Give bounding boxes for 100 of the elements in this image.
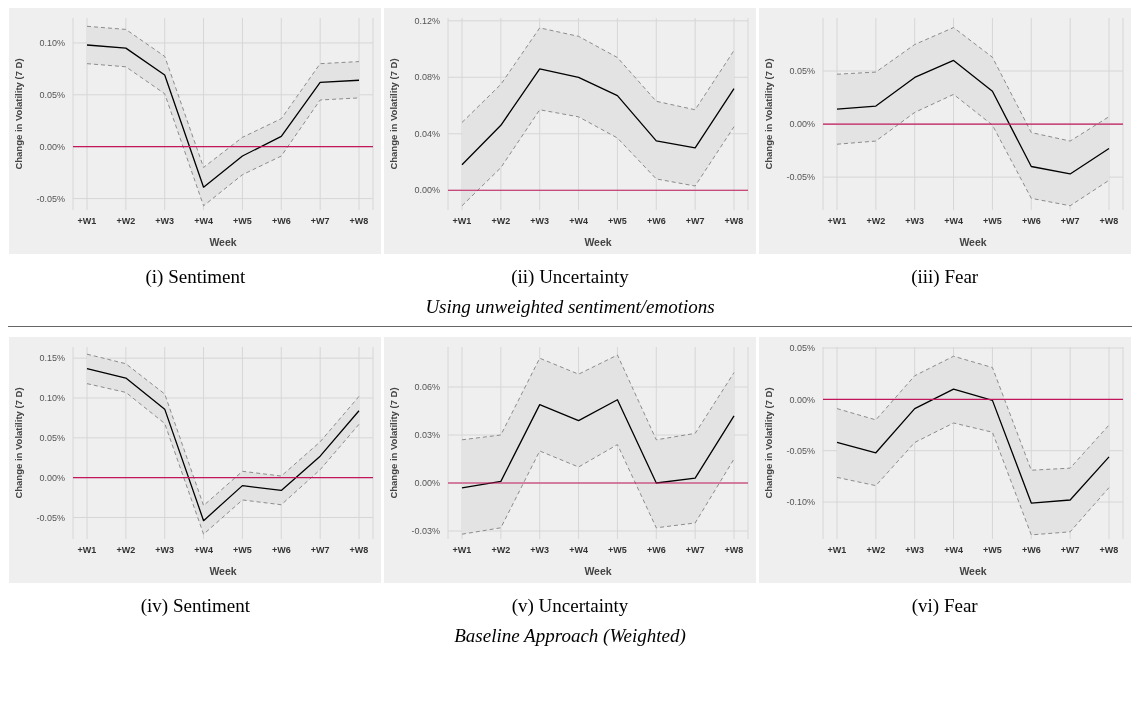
x-tick-label: +W1 (77, 545, 97, 556)
x-tick-label: +W6 (272, 216, 291, 227)
line-series (86, 63, 360, 207)
x-tick-label: +W4 (569, 216, 588, 227)
line-series (461, 68, 735, 166)
text: (v) Uncertainty (511, 595, 629, 617)
text: Baseline Approach (Weighted) (453, 625, 687, 647)
line-series (836, 355, 1110, 471)
y-tick-label: 0.05% (39, 90, 66, 100)
y-tick-label: 0.08% (414, 72, 440, 83)
y-tick-label: 0.00% (414, 478, 440, 489)
y-tick-label: 0.03% (414, 430, 440, 441)
x-tick-label: +W3 (155, 545, 175, 556)
x-tick-label: +W7 (685, 545, 705, 556)
x-axis-title: Week (959, 565, 987, 577)
y-tick-label: 0.00% (414, 185, 440, 196)
x-tick-label: +W5 (233, 545, 253, 556)
x-axis-title: Week (584, 565, 612, 577)
x-tick-label: +W5 (233, 216, 253, 227)
y-tick-label: 0.05% (39, 433, 66, 444)
line-series (461, 354, 735, 441)
x-tick-label: +W8 (724, 216, 744, 227)
line-series (461, 109, 735, 207)
x-tick-label: +W2 (866, 545, 885, 556)
y-tick-label: -0.05% (786, 445, 815, 456)
line-series (86, 383, 360, 535)
x-tick-label: +W2 (491, 545, 511, 556)
x-tick-label: +W2 (491, 216, 511, 227)
y-tick-label: -0.03% (411, 526, 440, 537)
x-tick-label: +W8 (349, 216, 369, 227)
y-tick-label: 0.05% (789, 66, 815, 77)
x-tick-label: +W4 (943, 545, 963, 556)
y-tick-label: 0.10% (39, 38, 66, 49)
x-axis-title: Week (584, 236, 612, 248)
line-series (86, 353, 360, 507)
x-tick-label: +W4 (943, 216, 963, 227)
x-tick-label: +W7 (311, 216, 330, 227)
x-tick-label: +W4 (569, 545, 588, 556)
x-tick-label: +W4 (194, 216, 214, 227)
y-tick-label: -0.05% (786, 172, 815, 183)
x-tick-label: +W8 (724, 545, 744, 556)
x-tick-label: +W6 (646, 216, 666, 227)
x-tick-label: +W8 (349, 545, 369, 556)
line-series (461, 444, 735, 535)
x-tick-label: +W5 (608, 545, 627, 556)
line-series (836, 388, 1110, 504)
x-tick-label: +W5 (982, 216, 1002, 227)
text: Using unweighted sentiment/emotions (424, 296, 716, 318)
x-tick-label: +W3 (530, 216, 550, 227)
x-axis-title: Week (959, 236, 987, 248)
x-tick-label: +W3 (905, 216, 924, 227)
x-tick-label: +W6 (646, 545, 666, 556)
line-series (836, 93, 1110, 207)
x-tick-label: +W6 (1021, 545, 1041, 556)
y-tick-label: 0.10% (39, 393, 66, 404)
y-tick-label: -0.10% (786, 497, 815, 508)
line-series (836, 59, 1110, 175)
y-axis-title: Change in Volatility (7 D) (13, 58, 25, 170)
y-tick-label: 0.04% (414, 128, 440, 139)
x-tick-label: +W6 (272, 545, 291, 556)
y-tick-label: 0.00% (39, 141, 66, 152)
y-tick-label: 0.05% (789, 343, 815, 354)
x-tick-label: +W2 (116, 216, 136, 227)
x-tick-label: +W1 (77, 216, 97, 227)
y-axis-title: Change in Volatility (7 D) (763, 387, 775, 499)
x-axis-title: Week (209, 236, 238, 248)
line-series (836, 422, 1110, 536)
y-tick-label: -0.05% (36, 193, 66, 204)
x-tick-label: +W4 (194, 545, 214, 556)
x-tick-label: +W3 (905, 545, 924, 556)
text: (i) Sentiment (145, 266, 246, 288)
x-tick-label: +W3 (155, 216, 175, 227)
y-tick-label: 0.00% (789, 394, 815, 405)
x-tick-label: +W2 (116, 545, 136, 556)
x-tick-label: +W3 (530, 545, 550, 556)
x-tick-label: +W8 (1099, 216, 1119, 227)
y-axis-title: Change in Volatility (7 D) (13, 387, 25, 499)
y-tick-label: 0.00% (39, 472, 66, 483)
x-tick-label: +W7 (685, 216, 705, 227)
y-axis-title: Change in Volatility (7 D) (388, 387, 400, 499)
x-axis-title: Week (209, 565, 238, 577)
x-tick-label: +W7 (311, 545, 330, 556)
x-tick-label: +W5 (982, 545, 1002, 556)
x-tick-label: +W1 (452, 545, 472, 556)
y-tick-label: 0.15% (39, 353, 66, 364)
text: (ii) Uncertainty (511, 266, 629, 288)
x-tick-label: +W7 (1060, 216, 1080, 227)
line-series (461, 399, 735, 489)
x-tick-label: +W2 (866, 216, 885, 227)
line-series (836, 27, 1110, 142)
y-tick-label: 0.06% (414, 382, 440, 393)
y-axis-title: Change in Volatility (7 D) (388, 58, 400, 170)
y-tick-label: 0.00% (789, 119, 815, 130)
x-tick-label: +W1 (827, 545, 847, 556)
x-tick-label: +W1 (827, 216, 847, 227)
y-axis-title: Change in Volatility (7 D) (763, 58, 775, 170)
x-tick-label: +W5 (608, 216, 627, 227)
text: (vi) Fear (911, 595, 978, 617)
x-tick-label: +W8 (1099, 545, 1119, 556)
line-series (86, 44, 360, 188)
